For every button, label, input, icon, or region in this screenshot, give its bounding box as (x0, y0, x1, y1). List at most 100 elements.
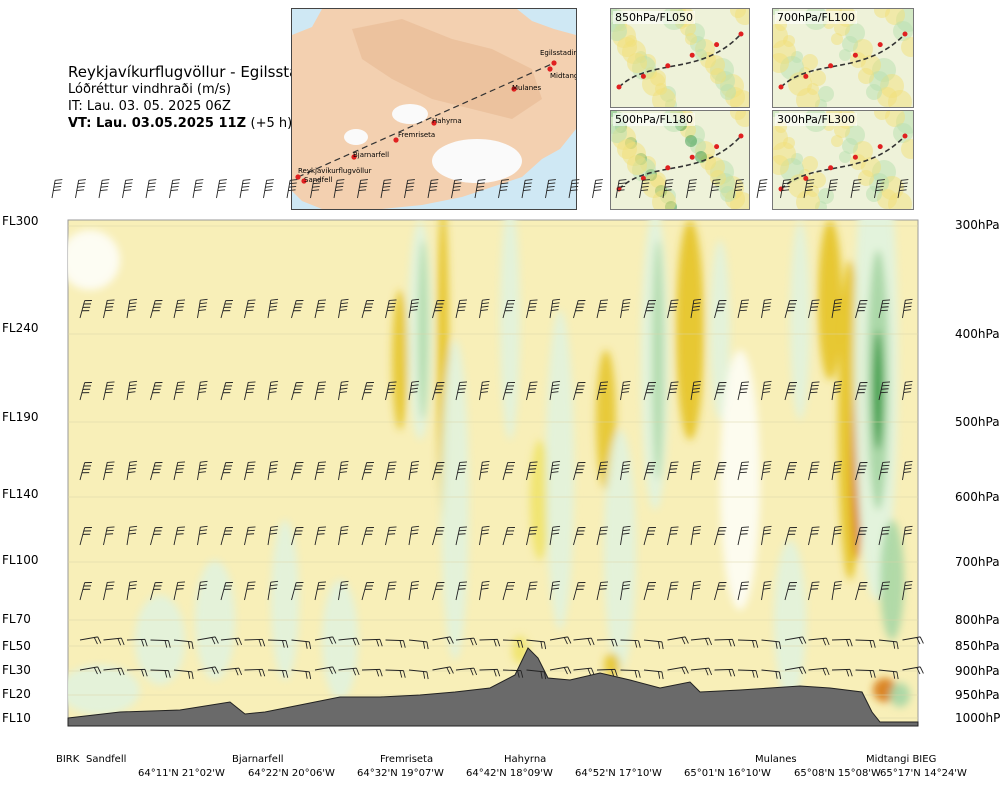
barb-r0-32-staff (831, 300, 836, 319)
barb-r5-16-staff (455, 637, 474, 641)
barb-r2-27 (714, 462, 727, 481)
barb-top-15-feather-3 (405, 189, 414, 192)
barb-r3-5-feather-0 (200, 525, 208, 528)
barb-r3-32-feather-0 (834, 525, 843, 528)
inset-850hpa-title: 850hPa/FL050 (613, 11, 696, 24)
barb-r0-23-feather-3 (621, 309, 629, 312)
barb-r0-25-feather-2 (669, 306, 678, 308)
barb-top-32 (803, 179, 815, 199)
barb-r2-35-staff (902, 462, 906, 481)
barb-r0-30-staff (784, 300, 791, 319)
barb-r2-20-feather-2 (551, 467, 560, 470)
barb-r4-35-feather-1 (904, 584, 913, 587)
barb-r4-25-feather-0 (671, 581, 679, 583)
inset-route-0 (618, 33, 742, 88)
barb-r4-10-staff (314, 582, 320, 601)
barb-r2-25-feather-0 (671, 461, 679, 463)
barb-r4-30-staff (784, 582, 791, 601)
barb-r6-23-staff (620, 669, 639, 672)
barb-r4-29-staff (761, 582, 765, 601)
barb-r5-3-feather-1 (164, 640, 168, 648)
barb-r6-15-staff (432, 666, 451, 671)
barb-r4-8-staff (267, 582, 272, 601)
barb-r4-32-feather-1 (834, 584, 842, 587)
barb-top-0-feather-1 (54, 182, 62, 185)
barb-top-15-feather-1 (406, 182, 415, 185)
barb-r4-13 (385, 581, 397, 601)
barb-r5-25-feather-1 (681, 637, 686, 645)
barb-r5-23 (620, 639, 641, 648)
barb-top-32-feather-1 (806, 182, 814, 185)
barb-r5-19 (526, 639, 547, 650)
barb-r4-16-feather-0 (459, 581, 468, 583)
map-route-point-3 (393, 137, 399, 143)
barb-r4-26-feather-0 (693, 580, 702, 583)
barb-r4-17-feather-2 (481, 587, 489, 590)
barb-r5-18-feather-0 (520, 640, 524, 648)
barb-r6-35-feather-0 (919, 666, 924, 674)
barb-r6-15-feather-1 (446, 667, 451, 675)
barb-r1-3-staff (150, 382, 156, 401)
barb-r4-34-feather-0 (882, 581, 891, 583)
barb-top-36-feather-3 (899, 189, 907, 192)
barb-r2-11-feather-2 (340, 467, 348, 470)
barb-r5-34-feather-1 (892, 641, 896, 649)
barb-r2-8-feather-1 (270, 464, 278, 467)
barb-r5-6-staff (220, 637, 239, 641)
barb-r0-8-feather-3 (269, 309, 277, 312)
barb-r2-28-feather-2 (740, 468, 748, 470)
barb-top-23-feather-2 (594, 185, 602, 188)
barb-r4-2-feather-2 (128, 587, 137, 590)
barb-r3-35-staff (902, 527, 906, 546)
barb-r3-33-staff (855, 527, 861, 546)
barb-r0-31-feather-0 (812, 299, 820, 301)
barb-r1-28-feather-2 (740, 388, 748, 390)
barb-r6-13 (385, 669, 406, 678)
barb-top-32-feather-0 (807, 179, 815, 181)
barb-r6-23-feather-1 (634, 670, 638, 678)
barb-r2-13-feather-1 (388, 464, 396, 467)
barb-r0-24-staff (643, 300, 650, 319)
barb-r5-7-feather-1 (258, 639, 262, 647)
barb-top-36-feather-2 (899, 185, 908, 188)
barb-r6-15-feather-0 (449, 666, 454, 674)
barb-r6-21-feather-1 (587, 668, 592, 676)
barb-r3-22-staff (596, 527, 602, 546)
barb-r3-8-staff (267, 527, 272, 546)
barb-r5-29-staff (761, 639, 780, 643)
barb-r3-17-feather-1 (481, 529, 490, 532)
barb-top-10 (286, 179, 298, 199)
barb-r5-1-feather-1 (117, 638, 122, 646)
barb-top-31 (780, 179, 791, 199)
barb-r4-24-staff (643, 582, 650, 601)
barb-r3-4 (173, 526, 186, 546)
wind-barbs-top-row (51, 179, 909, 199)
barb-r4-29 (761, 580, 772, 601)
barb-r3-9-staff (291, 527, 297, 546)
barb-r4-23 (620, 580, 631, 601)
barb-r4-31 (808, 581, 820, 601)
barb-r5-11 (338, 637, 360, 646)
barb-r0-32 (831, 298, 843, 319)
barb-r6-30-feather-0 (802, 666, 807, 674)
barb-r6-2-staff (126, 668, 146, 671)
barb-r4-18-staff (502, 582, 509, 601)
barb-top-2-feather-0 (102, 179, 110, 181)
barb-r1-13 (385, 381, 397, 401)
barb-top-27-feather-0 (689, 179, 697, 181)
inset-cell-3-17 (834, 122, 850, 138)
barb-r3-21-staff (573, 527, 579, 546)
barb-r1-18-staff (502, 382, 509, 401)
barb-top-29-staff (733, 180, 738, 199)
barb-r3-35 (902, 525, 913, 546)
barb-top-15-feather-0 (407, 179, 415, 181)
barb-r0-4-feather-1 (176, 302, 185, 305)
barb-r5-31-feather-0 (825, 637, 830, 646)
barb-r6-6-feather-1 (235, 668, 239, 676)
barb-top-34-feather-3 (852, 189, 860, 192)
barb-top-10-feather-2 (288, 185, 297, 188)
barb-top-19-feather-3 (499, 189, 508, 192)
inset-cell-3-9 (818, 188, 834, 204)
barb-r6-27 (714, 668, 736, 677)
barb-r1-2-feather-3 (128, 391, 136, 394)
